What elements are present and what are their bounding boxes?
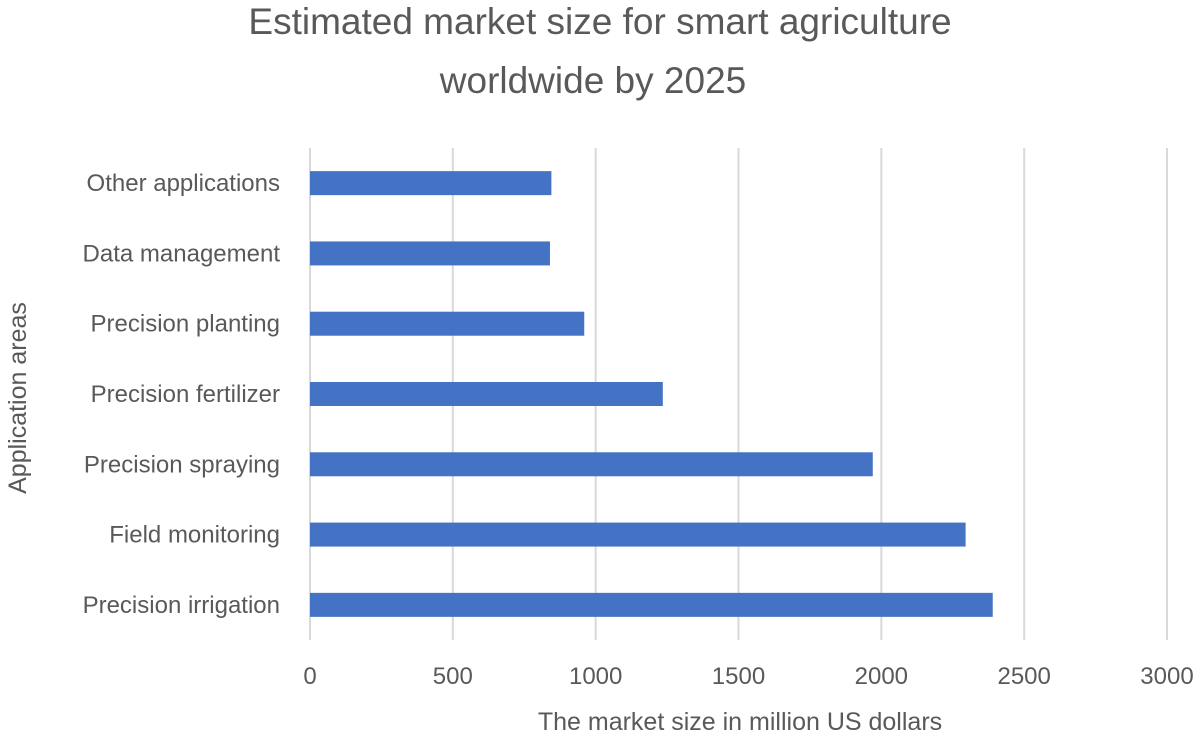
y-axis-label: Application areas [4, 302, 32, 494]
x-tick-label: 500 [433, 663, 473, 690]
x-tick-label: 1500 [712, 663, 765, 690]
category-label: Other applications [87, 170, 280, 197]
category-label: Precision irrigation [83, 592, 280, 619]
bar-data-management [310, 241, 550, 266]
x-tick-labels: 0 500 1000 1500 2000 2500 3000 [303, 663, 1193, 690]
category-labels: Precision irrigation Field monitoring Prec… [83, 170, 281, 619]
x-tick-label: 2000 [855, 663, 908, 690]
bar-field-monitoring [310, 522, 966, 547]
bar-precision-irrigation [310, 592, 993, 617]
x-axis-label: The market size in million US dollars [538, 708, 942, 736]
category-label: Precision planting [91, 311, 280, 338]
x-tick-label: 2500 [997, 663, 1050, 690]
bar-precision-spraying [310, 452, 873, 477]
chart-title-line-2: worldwide by 2025 [439, 60, 746, 101]
bar-precision-fertilizer [310, 382, 663, 406]
x-tick-label: 3000 [1140, 663, 1193, 690]
category-label: Data management [83, 240, 281, 267]
bars [310, 171, 993, 617]
bar-precision-planting [310, 311, 585, 336]
x-tick-label: 1000 [569, 663, 622, 690]
chart-title-line-1: Estimated market size for smart agricult… [248, 1, 951, 42]
category-label: Precision fertilizer [91, 381, 280, 408]
category-label: Field monitoring [109, 522, 280, 549]
category-label: Precision spraying [84, 451, 280, 478]
bar-other-applications [310, 171, 552, 196]
x-tick-label: 0 [303, 663, 316, 690]
